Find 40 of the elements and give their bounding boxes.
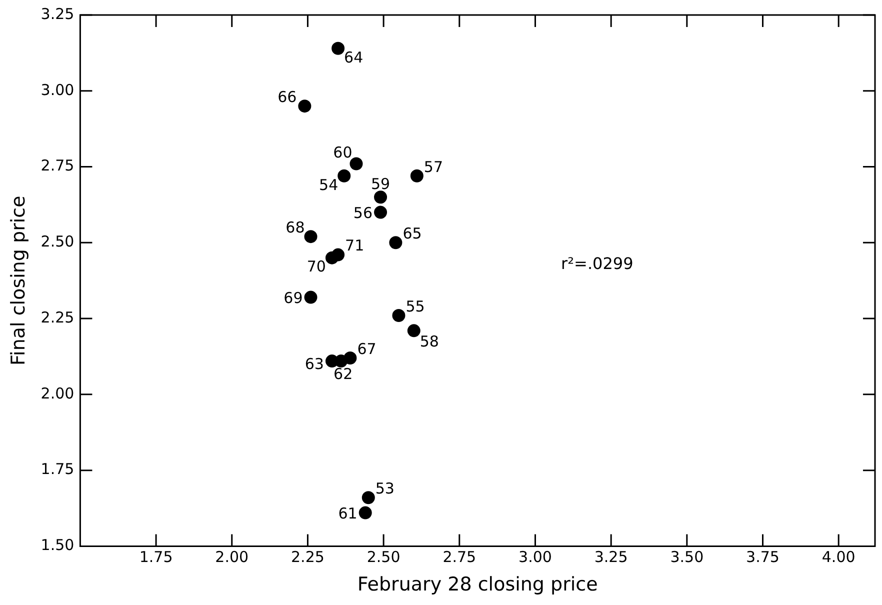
x-tick-label: 3.25	[594, 548, 628, 566]
y-tick-label: 2.75	[40, 156, 74, 175]
x-tick-label: 4.00	[822, 548, 856, 566]
annotation: r²=.0299	[561, 254, 634, 273]
y-tick-label: 2.25	[40, 308, 74, 326]
y-axis-title: Final closing price	[7, 196, 30, 366]
annotation: 62	[334, 364, 353, 383]
annotation: 55	[406, 297, 425, 316]
annotation: 59	[370, 175, 390, 194]
x-tick-label: 1.75	[139, 548, 173, 566]
x-tick-label: 3.75	[746, 548, 780, 566]
annotation: 57	[424, 158, 444, 176]
annotation: 63	[304, 354, 324, 373]
annotation: 67	[357, 340, 376, 358]
annotation: 53	[375, 480, 394, 498]
annotation: 71	[345, 236, 364, 255]
annotation: 69	[284, 289, 303, 308]
y-tick-label: 3.25	[40, 4, 74, 23]
y-tick-label: 3.00	[40, 80, 74, 99]
x-tick-label: 2.25	[291, 548, 324, 566]
y-tick-label: 2.00	[40, 384, 74, 402]
annotation: 70	[306, 258, 326, 276]
x-axis-title: February 28 closing price	[357, 574, 598, 596]
x-tick-label: 3.50	[670, 548, 704, 566]
annotation: 56	[353, 204, 373, 222]
annotation: 61	[338, 504, 358, 523]
annotation: 68	[286, 218, 305, 236]
x-tick-label: 3.00	[518, 548, 552, 566]
x-tick-label: 2.50	[366, 548, 400, 566]
x-tick-label: 2.75	[442, 548, 476, 566]
x-tick-label: 2.00	[215, 548, 249, 566]
annotation: 66	[278, 88, 297, 106]
annotation: 65	[402, 224, 422, 243]
y-tick-label: 2.50	[40, 232, 74, 251]
y-tick-label: 1.50	[40, 536, 74, 554]
annotation: 58	[420, 332, 439, 351]
annotation: 60	[333, 144, 352, 162]
y-tick-label: 1.75	[40, 460, 74, 478]
annotation: 64	[344, 48, 364, 66]
annotation: 54	[319, 176, 338, 194]
